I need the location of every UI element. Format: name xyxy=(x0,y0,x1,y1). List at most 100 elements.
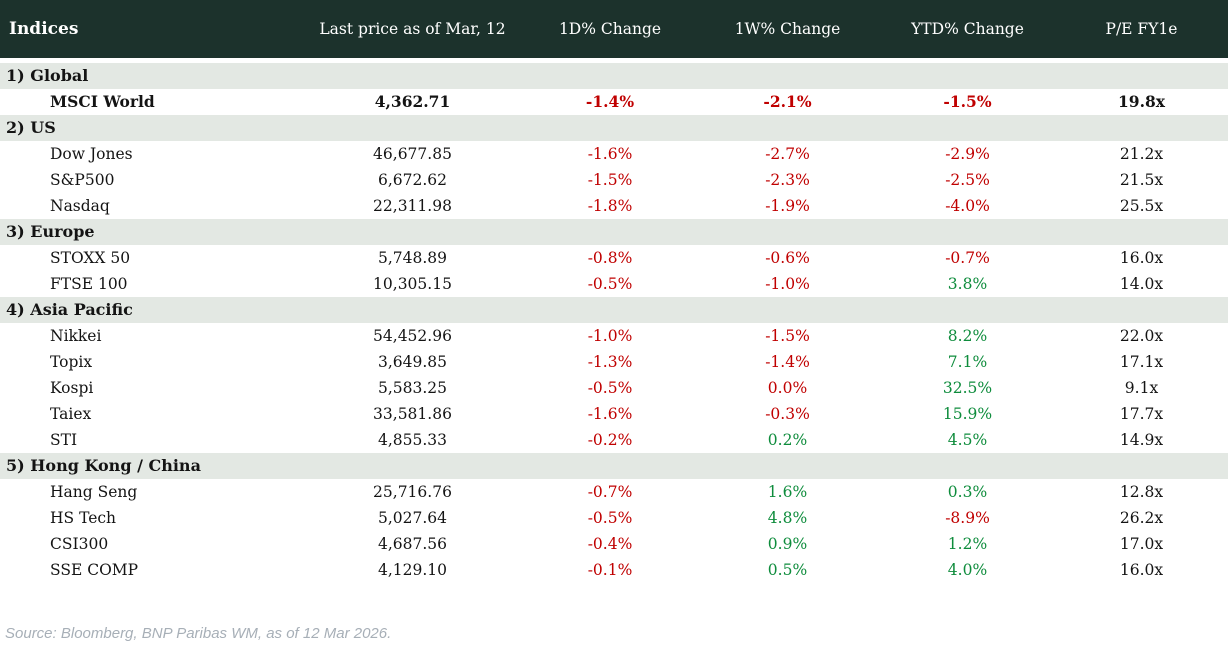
pe-ratio: 17.0x xyxy=(1119,535,1164,553)
last-price: 3,649.85 xyxy=(377,353,448,371)
index-name: STOXX 50 xyxy=(50,249,131,267)
change-1d: -0.4% xyxy=(587,535,633,553)
index-row: MSCI World 4,362.71 -1.4% -2.1% -1.5% 19.8x xyxy=(0,89,1228,115)
section-row: 4) Asia Pacific xyxy=(0,297,1228,323)
change-1d: -0.8% xyxy=(587,249,633,267)
index-name: SSE COMP xyxy=(50,561,139,579)
column-header-pe: P/E FY1e xyxy=(1105,20,1178,38)
change-ytd: 4.5% xyxy=(947,431,988,449)
index-row: Topix 3,649.85 -1.3% -1.4% 7.1% 17.1x xyxy=(0,349,1228,375)
change-1d: -1.6% xyxy=(587,405,633,423)
pe-ratio: 9.1x xyxy=(1124,379,1159,397)
section-row: 3) Europe xyxy=(0,219,1228,245)
pe-ratio: 17.7x xyxy=(1119,405,1164,423)
index-row: Taiex 33,581.86 -1.6% -0.3% 15.9% 17.7x xyxy=(0,401,1228,427)
last-price: 4,362.71 xyxy=(374,92,451,111)
index-row: STI 4,855.33 -0.2% 0.2% 4.5% 14.9x xyxy=(0,427,1228,453)
column-header-1d-change: 1D% Change xyxy=(558,20,662,38)
last-price: 6,672.62 xyxy=(377,171,448,189)
table-title: Indices xyxy=(9,19,79,39)
change-ytd: 32.5% xyxy=(942,379,993,397)
last-price: 5,748.89 xyxy=(377,249,448,267)
change-1w: -2.1% xyxy=(763,92,812,111)
pe-ratio: 19.8x xyxy=(1118,92,1165,111)
indices-table: Indices Last price as of Mar, 12 1D% Cha… xyxy=(0,0,1228,583)
index-name: S&P500 xyxy=(50,171,115,189)
change-ytd: 7.1% xyxy=(947,353,988,371)
pe-ratio: 25.5x xyxy=(1119,197,1164,215)
last-price: 54,452.96 xyxy=(373,327,452,345)
last-price: 33,581.86 xyxy=(373,405,452,423)
index-name: CSI300 xyxy=(50,535,109,553)
section-row: 5) Hong Kong / China xyxy=(0,453,1228,479)
last-price: 4,129.10 xyxy=(377,561,448,579)
last-price: 5,583.25 xyxy=(377,379,448,397)
change-ytd: 15.9% xyxy=(942,405,993,423)
change-1d: -1.5% xyxy=(587,171,633,189)
change-1d: -1.0% xyxy=(587,327,633,345)
index-name: HS Tech xyxy=(50,509,117,527)
index-name: Taiex xyxy=(50,405,92,423)
source-note: Source: Bloomberg, BNP Paribas WM, as of… xyxy=(5,625,392,642)
pe-ratio: 16.0x xyxy=(1119,249,1164,267)
change-1w: -1.5% xyxy=(765,327,810,345)
index-row: Nasdaq 22,311.98 -1.8% -1.9% -4.0% 25.5x xyxy=(0,193,1228,219)
last-price: 22,311.98 xyxy=(373,197,452,215)
change-1d: -1.8% xyxy=(587,197,633,215)
last-price: 5,027.64 xyxy=(377,509,448,527)
index-name: STI xyxy=(50,431,78,449)
change-ytd: -2.5% xyxy=(945,171,990,189)
section-label: 2) US xyxy=(6,118,56,137)
index-name: Nasdaq xyxy=(50,197,110,215)
change-1w: -1.4% xyxy=(765,353,810,371)
column-header-last-price: Last price as of Mar, 12 xyxy=(319,20,506,38)
section-row: 1) Global xyxy=(0,63,1228,89)
section-label: 5) Hong Kong / China xyxy=(6,456,201,475)
section-label: 4) Asia Pacific xyxy=(6,300,133,319)
change-ytd: -8.9% xyxy=(945,509,990,527)
change-1w: -0.3% xyxy=(765,405,810,423)
change-1w: -2.3% xyxy=(765,171,810,189)
index-name: Dow Jones xyxy=(50,145,133,163)
last-price: 4,855.33 xyxy=(377,431,448,449)
index-name: Hang Seng xyxy=(50,483,138,501)
pe-ratio: 14.9x xyxy=(1119,431,1164,449)
index-row: Hang Seng 25,716.76 -0.7% 1.6% 0.3% 12.8x xyxy=(0,479,1228,505)
pe-ratio: 17.1x xyxy=(1119,353,1164,371)
index-row: STOXX 50 5,748.89 -0.8% -0.6% -0.7% 16.0x xyxy=(0,245,1228,271)
index-name: Nikkei xyxy=(50,327,102,345)
change-ytd: 0.3% xyxy=(947,483,988,501)
index-name: MSCI World xyxy=(50,92,155,111)
change-ytd: -0.7% xyxy=(945,249,990,267)
index-name: Topix xyxy=(50,353,93,371)
index-row: Dow Jones 46,677.85 -1.6% -2.7% -2.9% 21.2x xyxy=(0,141,1228,167)
index-row: Kospi 5,583.25 -0.5% 0.0% 32.5% 9.1x xyxy=(0,375,1228,401)
section-label: 3) Europe xyxy=(6,222,95,241)
change-1w: -0.6% xyxy=(765,249,810,267)
change-ytd: 4.0% xyxy=(947,561,988,579)
change-ytd: 3.8% xyxy=(947,275,988,293)
index-row: SSE COMP 4,129.10 -0.1% 0.5% 4.0% 16.0x xyxy=(0,557,1228,583)
section-row: 2) US xyxy=(0,115,1228,141)
change-1w: -2.7% xyxy=(765,145,810,163)
index-row: Nikkei 54,452.96 -1.0% -1.5% 8.2% 22.0x xyxy=(0,323,1228,349)
change-1d: -0.1% xyxy=(587,561,633,579)
pe-ratio: 26.2x xyxy=(1119,509,1164,527)
change-1d: -0.5% xyxy=(587,509,633,527)
change-1w: 0.0% xyxy=(767,379,808,397)
pe-ratio: 22.0x xyxy=(1119,327,1164,345)
pe-ratio: 16.0x xyxy=(1119,561,1164,579)
index-row: S&P500 6,672.62 -1.5% -2.3% -2.5% 21.5x xyxy=(0,167,1228,193)
change-1w: 0.2% xyxy=(767,431,808,449)
index-row: CSI300 4,687.56 -0.4% 0.9% 1.2% 17.0x xyxy=(0,531,1228,557)
change-1d: -0.5% xyxy=(587,379,633,397)
change-1d: -1.3% xyxy=(587,353,633,371)
change-1w: 0.9% xyxy=(767,535,808,553)
change-ytd: -1.5% xyxy=(943,92,992,111)
header-gap xyxy=(0,58,1228,63)
index-row: FTSE 100 10,305.15 -0.5% -1.0% 3.8% 14.0x xyxy=(0,271,1228,297)
change-1d: -0.5% xyxy=(587,275,633,293)
last-price: 25,716.76 xyxy=(373,483,452,501)
pe-ratio: 12.8x xyxy=(1119,483,1164,501)
last-price: 4,687.56 xyxy=(377,535,448,553)
